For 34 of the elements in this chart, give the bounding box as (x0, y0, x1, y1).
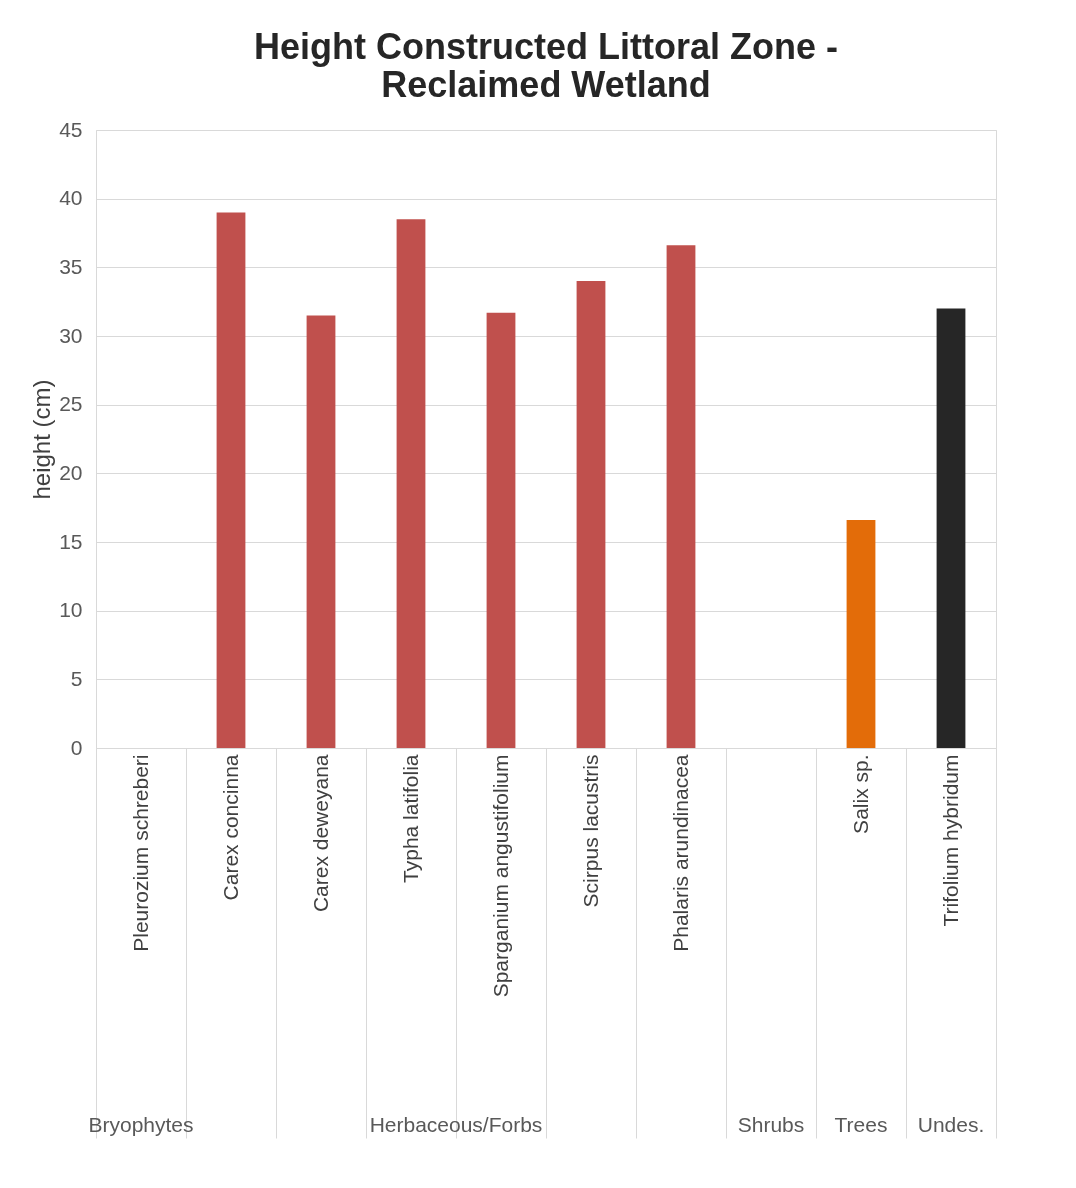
y-tick-label: 5 (70, 666, 83, 690)
x-tick-label: Carex deweyana (308, 754, 332, 913)
chart-title: Height Constructed Littoral Zone - Reclaimed Wetland (254, 26, 838, 105)
y-tick-label: 40 (59, 186, 83, 210)
x-tick-label: Scirpus lacustris (578, 754, 602, 908)
x-tick-label: Pleurozium schreberi (128, 754, 152, 952)
y-tick-label: 20 (59, 460, 83, 484)
y-tick-label: 25 (59, 392, 83, 416)
bar (846, 520, 876, 748)
text: Herbaceous/Forbs (369, 1113, 543, 1136)
text: Bryophytes (88, 1113, 194, 1136)
bar (306, 315, 336, 748)
bar (936, 308, 966, 748)
x-tick-label: Carex concinna (218, 754, 242, 901)
text: Undes. (917, 1113, 985, 1136)
text: Shrubs (737, 1113, 805, 1136)
y-tick-label: 45 (59, 117, 83, 141)
bar (666, 245, 696, 748)
y-tick-label: 30 (59, 323, 83, 347)
y-tick-label: 0 (70, 735, 83, 759)
bar (486, 312, 516, 748)
x-tick-label: Salix sp. (848, 754, 872, 834)
x-tick-label: Phalaris arundinacea (668, 754, 692, 952)
y-axis-title: height (cm) (28, 379, 56, 500)
x-tick-label: Sparganium angustifolium (488, 754, 512, 998)
bar (576, 281, 606, 748)
bar (396, 219, 426, 748)
bar (216, 212, 246, 748)
x-tick-label: Trifolium hybridum (938, 754, 962, 927)
x-tick-label: Typha latifolia (398, 754, 422, 883)
y-tick-label: 10 (59, 598, 83, 622)
y-tick-label: 15 (59, 529, 83, 553)
text: Trees (834, 1113, 888, 1136)
y-tick-label: 35 (59, 254, 83, 278)
